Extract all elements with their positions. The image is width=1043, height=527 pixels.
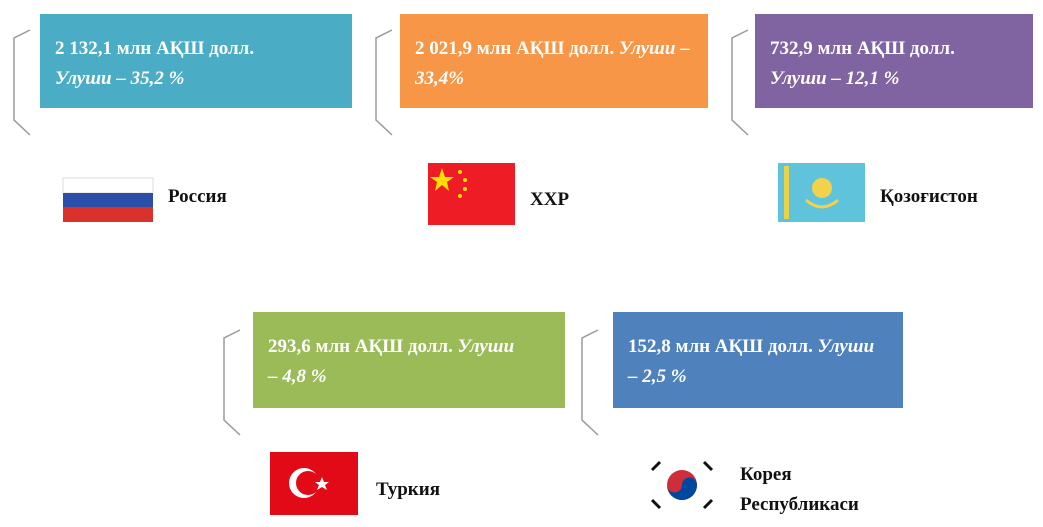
amount: 732,9 млн АҚШ долл.: [770, 38, 955, 59]
flag-turkey: [270, 452, 358, 515]
share: Улуши – 12,1 %: [770, 68, 900, 89]
value-text: 293,6 млн АҚШ долл. Улуши – 4,8 %: [268, 332, 518, 392]
value-box: 293,6 млн АҚШ долл. Улуши – 4,8 %: [253, 312, 565, 408]
share: Улуши – 33,4%: [415, 38, 690, 89]
country-name: Корея Республикаси: [740, 464, 859, 515]
amount: 293,6 млн АҚШ долл.: [268, 336, 453, 357]
flag-korea: [640, 455, 725, 515]
bracket: [731, 29, 749, 136]
bracket: [13, 29, 31, 136]
flag-kazakhstan: [778, 163, 865, 222]
value-text: 732,9 млн АҚШ долл. Улуши – 12,1 %: [770, 34, 1005, 94]
bracket: [375, 29, 393, 136]
flag-russia: [62, 177, 154, 222]
share: Улуши – 4,8 %: [268, 336, 515, 387]
value-box: 732,9 млн АҚШ долл. Улуши – 12,1 %: [755, 14, 1033, 108]
value-box: 152,8 млн АҚШ долл. Улуши – 2,5 %: [613, 312, 903, 408]
bracket: [581, 329, 599, 436]
flag-china: [428, 163, 515, 225]
value-box: 2 132,1 млн АҚШ долл. Улуши – 35,2 %: [40, 14, 352, 108]
share: Улуши – 2,5 %: [628, 336, 875, 387]
value-text: 2 021,9 млн АҚШ долл. Улуши – 33,4%: [415, 34, 715, 94]
share: Улуши – 35,2 %: [55, 68, 185, 89]
bracket: [223, 329, 241, 436]
country-name: Туркия: [376, 479, 440, 500]
amount: 152,8 млн АҚШ долл.: [628, 336, 813, 357]
value-box: 2 021,9 млн АҚШ долл. Улуши – 33,4%: [400, 14, 708, 108]
country-name: Россия: [168, 186, 227, 207]
value-text: 2 132,1 млн АҚШ долл. Улуши – 35,2 %: [55, 34, 290, 94]
country-name: Қозоғистон: [880, 186, 978, 207]
amount: 2 021,9 млн АҚШ долл.: [415, 38, 615, 59]
amount: 2 132,1 млн АҚШ долл.: [55, 38, 255, 59]
value-text: 152,8 млн АҚШ долл. Улуши – 2,5 %: [628, 332, 878, 392]
country-name: ХХР: [530, 189, 570, 210]
